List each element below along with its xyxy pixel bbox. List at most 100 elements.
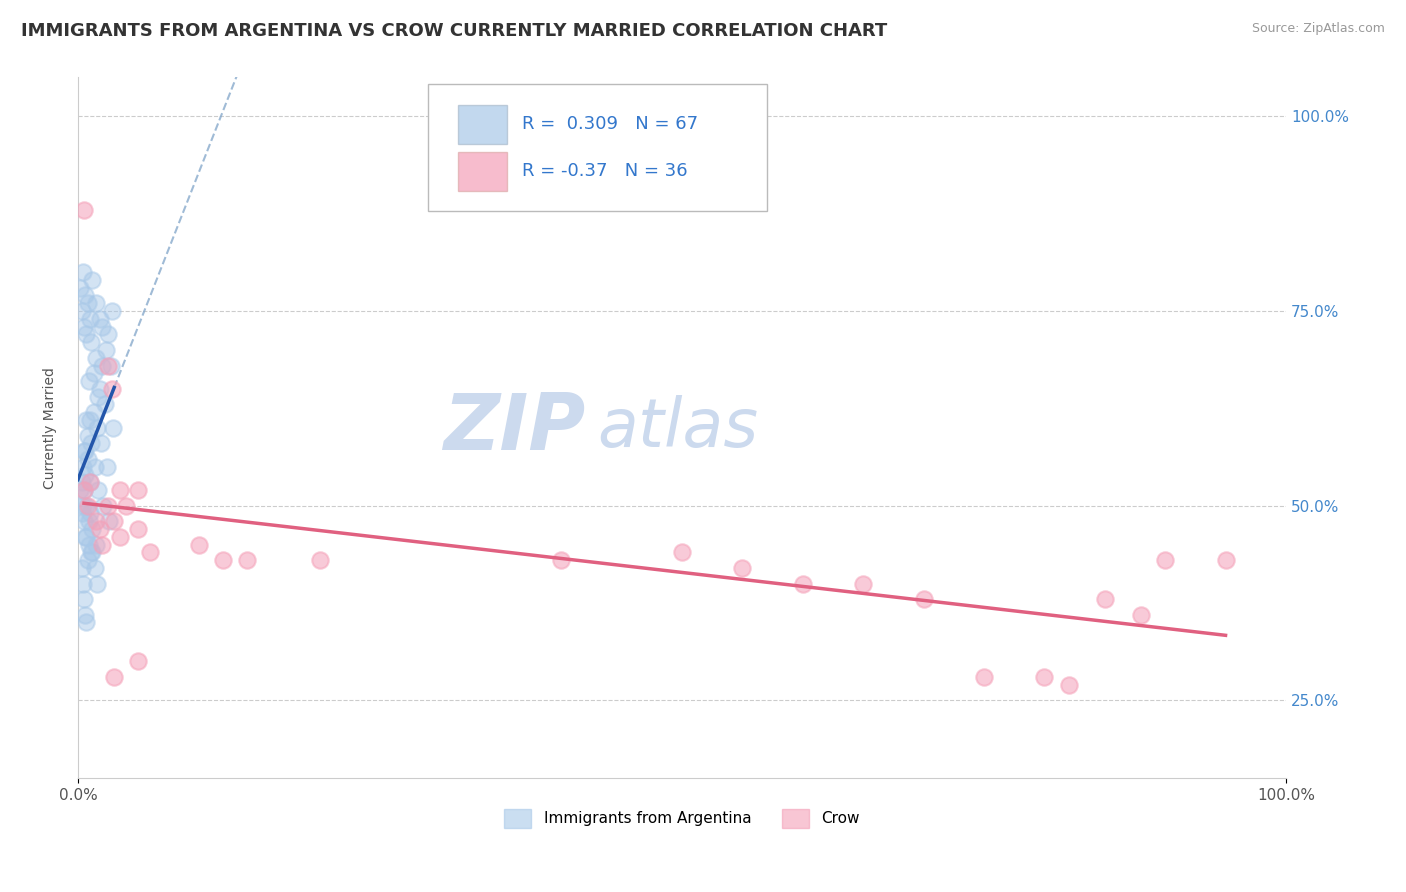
Point [97, 499, 120, 513]
Point [96, 459, 118, 474]
Point [73, 592, 96, 607]
Point [101, 421, 124, 435]
Point [82, 273, 104, 287]
Point [83, 459, 105, 474]
Point [187, 538, 209, 552]
Point [73, 483, 96, 497]
Point [80, 436, 103, 450]
Point [110, 530, 132, 544]
Y-axis label: Currently Married: Currently Married [44, 367, 58, 489]
Point [76, 499, 98, 513]
Point [127, 483, 149, 497]
Point [94, 343, 117, 357]
Point [87, 390, 110, 404]
Point [852, 576, 875, 591]
Point [127, 522, 149, 536]
Point [82, 522, 104, 536]
Point [91, 359, 114, 373]
Point [73, 444, 96, 458]
Point [550, 553, 572, 567]
Point [91, 538, 114, 552]
Point [69, 281, 91, 295]
Point [76, 296, 98, 310]
Text: R =  0.309   N = 67: R = 0.309 N = 67 [523, 115, 699, 134]
Point [73, 202, 96, 217]
Point [76, 428, 98, 442]
Point [731, 561, 754, 575]
Point [75, 499, 97, 513]
Point [70, 561, 93, 575]
FancyBboxPatch shape [458, 153, 506, 191]
Point [101, 382, 124, 396]
Point [75, 327, 97, 342]
Point [84, 351, 107, 365]
Point [75, 530, 97, 544]
Point [79, 475, 101, 490]
Point [76, 452, 98, 467]
Point [70, 475, 93, 490]
Point [72, 459, 94, 474]
Point [1130, 607, 1153, 622]
Point [98, 514, 121, 528]
Point [75, 288, 97, 302]
Point [72, 265, 94, 279]
Text: IMMIGRANTS FROM ARGENTINA VS CROW CURRENTLY MARRIED CORRELATION CHART: IMMIGRANTS FROM ARGENTINA VS CROW CURREN… [21, 22, 887, 40]
Text: R = -0.37   N = 36: R = -0.37 N = 36 [523, 162, 688, 180]
Point [89, 522, 111, 536]
Point [79, 475, 101, 490]
Point [77, 538, 100, 552]
Point [76, 553, 98, 567]
Point [75, 607, 97, 622]
Point [1154, 553, 1177, 567]
Point [73, 483, 96, 497]
Point [308, 553, 330, 567]
Point [80, 545, 103, 559]
Point [75, 413, 97, 427]
Point [91, 319, 114, 334]
Point [83, 367, 105, 381]
Point [69, 483, 91, 497]
FancyBboxPatch shape [458, 105, 506, 144]
Point [671, 545, 693, 559]
Legend: Immigrants from Argentina, Crow: Immigrants from Argentina, Crow [498, 803, 866, 834]
Point [70, 507, 93, 521]
Point [1033, 670, 1056, 684]
Point [73, 514, 96, 528]
Text: atlas: atlas [598, 395, 758, 461]
Point [73, 319, 96, 334]
Point [100, 359, 122, 373]
Point [84, 296, 107, 310]
Point [79, 413, 101, 427]
Point [84, 514, 107, 528]
Point [83, 561, 105, 575]
Point [792, 576, 814, 591]
Point [110, 483, 132, 497]
Point [97, 359, 120, 373]
Point [80, 335, 103, 350]
Point [86, 421, 108, 435]
Point [97, 327, 120, 342]
Point [75, 530, 97, 544]
Point [79, 311, 101, 326]
Point [1094, 592, 1116, 607]
Point [90, 436, 112, 450]
FancyBboxPatch shape [429, 85, 766, 211]
Point [86, 576, 108, 591]
Point [1057, 678, 1080, 692]
Point [84, 538, 107, 552]
Point [83, 405, 105, 419]
Point [75, 444, 97, 458]
Point [973, 670, 995, 684]
Point [103, 670, 125, 684]
Point [87, 483, 110, 497]
Text: Source: ZipAtlas.com: Source: ZipAtlas.com [1251, 22, 1385, 36]
Point [115, 499, 138, 513]
Point [77, 514, 100, 528]
Point [89, 382, 111, 396]
Point [139, 545, 162, 559]
Point [75, 467, 97, 482]
Point [103, 514, 125, 528]
Point [89, 311, 111, 326]
Point [93, 397, 115, 411]
Point [70, 304, 93, 318]
